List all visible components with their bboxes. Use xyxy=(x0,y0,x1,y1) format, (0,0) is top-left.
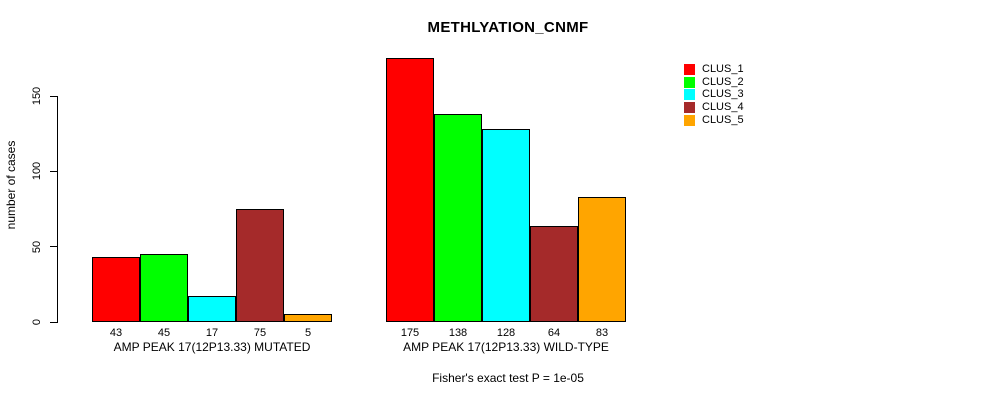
bar-value-label: 64 xyxy=(547,327,561,339)
bar-value-label: 138 xyxy=(448,327,468,339)
legend-label: CLUS_2 xyxy=(702,75,744,88)
bar-clus_2-group2 xyxy=(434,114,482,322)
y-tick-label: 100 xyxy=(31,162,43,181)
bar-clus_5-group1 xyxy=(284,314,332,322)
bar-value-label: 75 xyxy=(253,327,267,339)
bar-clus_5-group2 xyxy=(578,196,626,322)
bar-clus_3-group2 xyxy=(482,129,530,322)
legend-row: CLUS_4 xyxy=(684,101,744,114)
y-axis-label: number of cases xyxy=(4,140,18,230)
bar-value-label: 128 xyxy=(496,327,516,339)
bar-clus_2-group1 xyxy=(140,254,188,322)
bar-value-label: 45 xyxy=(157,327,171,339)
y-tick-label: 150 xyxy=(31,86,43,106)
legend-swatch-icon xyxy=(684,64,695,75)
bar-value-label: 83 xyxy=(595,327,609,339)
bar-value-label: 175 xyxy=(400,327,420,339)
y-tick-label: 0 xyxy=(31,318,43,326)
bar-value-label: 5 xyxy=(304,327,312,339)
bar-clus_1-group2 xyxy=(386,58,434,322)
legend-row: CLUS_2 xyxy=(684,75,744,88)
y-tick-mark xyxy=(50,246,58,248)
y-tick-label: 50 xyxy=(31,240,43,253)
bar-value-label: 43 xyxy=(109,327,123,339)
bar-clus_4-group2 xyxy=(530,225,578,322)
fisher-test-annotation: Fisher's exact test P = 1e-05 xyxy=(432,371,584,385)
legend-label: CLUS_5 xyxy=(702,113,744,126)
group-label: AMP PEAK 17(12P13.33) MUTATED xyxy=(113,340,311,354)
bar-value-label: 17 xyxy=(205,327,219,339)
bar-clus_4-group1 xyxy=(236,209,284,322)
y-tick-mark xyxy=(50,170,58,172)
y-tick-mark xyxy=(50,321,58,323)
legend-swatch-icon xyxy=(684,102,695,114)
bar-clus_3-group1 xyxy=(188,296,236,322)
legend-row: CLUS_5 xyxy=(684,113,744,126)
legend-swatch-icon xyxy=(684,76,695,88)
bar-clus_1-group1 xyxy=(92,257,140,322)
legend-label: CLUS_1 xyxy=(702,63,744,75)
y-axis-line xyxy=(57,96,58,323)
legend-row: CLUS_3 xyxy=(684,88,744,101)
legend-label: CLUS_4 xyxy=(702,101,744,114)
legend-label: CLUS_3 xyxy=(702,88,744,101)
group-label: AMP PEAK 17(12P13.33) WILD-TYPE xyxy=(403,340,609,354)
y-tick-mark xyxy=(50,95,58,97)
chart-title: METHLYATION_CNMF xyxy=(427,19,589,36)
legend-row: CLUS_1 xyxy=(684,64,744,75)
legend-swatch-icon xyxy=(684,89,695,101)
legend: CLUS_1 CLUS_2 CLUS_3 CLUS_4 CLUS_5 xyxy=(684,64,744,127)
legend-swatch-icon xyxy=(684,114,695,126)
